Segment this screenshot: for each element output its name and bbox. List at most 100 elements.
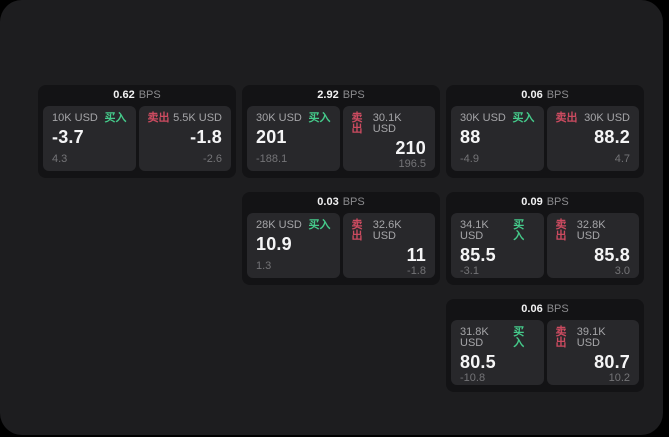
quote-card: 0.62 BPS 10K USD 买入 -3.7 4.3 卖出 5.5K USD…: [38, 85, 236, 178]
buy-delta-value: -3.1: [460, 265, 479, 277]
sell-size-label: 30K USD: [584, 112, 630, 124]
buy-delta-value: -10.8: [460, 372, 486, 384]
buy-tile-header: 34.1K USD 买入: [460, 220, 535, 242]
bps-unit-label: BPS: [546, 196, 569, 208]
buy-size-label: 34.1K USD: [460, 219, 489, 242]
bps-unit-label: BPS: [546, 303, 569, 315]
bps-unit-label: BPS: [342, 89, 365, 101]
sell-tile-header: 卖出 30K USD: [556, 113, 631, 124]
quote-card: 0.06 BPS 30K USD 买入 88 -4.9 卖出 30K USD 8…: [446, 85, 644, 178]
sell-quote-tile[interactable]: 卖出 5.5K USD -1.8 -2.6: [138, 106, 231, 171]
sell-quote-tile[interactable]: 卖出 30.1K USD 210 196.5: [342, 106, 435, 171]
sell-side-label: 卖出: [555, 219, 567, 242]
sell-side-label: 卖出: [351, 219, 363, 242]
buy-side-label: 买入: [308, 112, 331, 124]
buy-tile-header: 28K USD 买入: [256, 220, 331, 231]
sell-size-label: 32.8K USD: [576, 219, 606, 242]
buy-price-value: 201: [256, 127, 287, 147]
sell-price-value: 210: [395, 138, 426, 158]
sell-size-label: 32.6K USD: [372, 219, 402, 242]
spread-bps-value: 0.03: [317, 196, 339, 208]
quote-card: 0.09 BPS 34.1K USD 买入 85.5 -3.1 卖出 32.8K…: [446, 192, 644, 285]
sell-size-label: 5.5K USD: [173, 112, 222, 124]
buy-quote-tile[interactable]: 30K USD 买入 88 -4.9: [451, 106, 544, 171]
card-body: 30K USD 买入 201 -188.1 卖出 30.1K USD 210 1…: [242, 106, 440, 171]
sell-delta-value: -2.6: [203, 153, 222, 165]
buy-price-value: 10.9: [256, 234, 292, 254]
buy-price-value: 88: [460, 127, 481, 147]
card-body: 30K USD 买入 88 -4.9 卖出 30K USD 88.2 4.7: [446, 106, 644, 171]
bps-unit-label: BPS: [342, 196, 365, 208]
card-spread-header: 0.09 BPS: [446, 192, 644, 213]
sell-delta-value: -1.8: [407, 265, 426, 277]
sell-delta-value: 3.0: [614, 265, 630, 277]
sell-quote-tile[interactable]: 卖出 39.1K USD 80.7 10.2: [546, 320, 639, 385]
sell-size-label: 30.1K USD: [372, 112, 402, 135]
buy-delta-value: 1.3: [256, 260, 272, 272]
buy-size-label: 30K USD: [256, 112, 302, 124]
buy-side-label: 买入: [512, 112, 535, 124]
card-spread-header: 0.62 BPS: [38, 85, 236, 106]
buy-size-label: 10K USD: [52, 112, 98, 124]
card-spread-header: 2.92 BPS: [242, 85, 440, 106]
card-spread-header: 0.06 BPS: [446, 299, 644, 320]
buy-tile-header: 10K USD 买入: [52, 113, 127, 124]
buy-side-label: 买入: [513, 326, 525, 349]
sell-tile-header: 卖出 5.5K USD: [148, 113, 223, 124]
buy-delta-value: 4.3: [52, 153, 68, 165]
quote-card: 0.06 BPS 31.8K USD 买入 80.5 -10.8 卖出 39.1…: [446, 299, 644, 392]
card-body: 28K USD 买入 10.9 1.3 卖出 32.6K USD 11 -1.8: [242, 213, 440, 278]
sell-tile-header: 卖出 39.1K USD: [556, 327, 631, 349]
sell-price-value: -1.8: [190, 127, 222, 147]
buy-quote-tile[interactable]: 30K USD 买入 201 -188.1: [247, 106, 340, 171]
sell-price-value: 85.8: [594, 245, 630, 265]
sell-delta-value: 4.7: [614, 153, 630, 165]
spread-bps-value: 0.09: [521, 196, 543, 208]
card-spread-header: 0.06 BPS: [446, 85, 644, 106]
buy-tile-header: 31.8K USD 买入: [460, 327, 535, 349]
card-body: 31.8K USD 买入 80.5 -10.8 卖出 39.1K USD 80.…: [446, 320, 644, 385]
sell-price-value: 88.2: [594, 127, 630, 147]
buy-side-label: 买入: [308, 219, 331, 231]
buy-tile-header: 30K USD 买入: [256, 113, 331, 124]
buy-quote-tile[interactable]: 10K USD 买入 -3.7 4.3: [43, 106, 136, 171]
buy-quote-tile[interactable]: 31.8K USD 买入 80.5 -10.8: [451, 320, 544, 385]
buy-size-label: 30K USD: [460, 112, 506, 124]
buy-side-label: 买入: [104, 112, 127, 124]
buy-delta-value: -188.1: [256, 153, 288, 165]
sell-delta-value: 10.2: [608, 372, 630, 384]
card-spread-header: 0.03 BPS: [242, 192, 440, 213]
buy-size-label: 31.8K USD: [460, 326, 489, 349]
buy-quote-tile[interactable]: 28K USD 买入 10.9 1.3: [247, 213, 340, 278]
sell-side-label: 卖出: [351, 112, 363, 135]
buy-price-value: 85.5: [460, 245, 496, 265]
sell-tile-header: 卖出 32.6K USD: [352, 220, 427, 242]
buy-quote-tile[interactable]: 34.1K USD 买入 85.5 -3.1: [451, 213, 544, 278]
buy-side-label: 买入: [513, 219, 525, 242]
bps-unit-label: BPS: [138, 89, 161, 101]
spread-bps-value: 0.06: [521, 303, 543, 315]
buy-tile-header: 30K USD 买入: [460, 113, 535, 124]
sell-tile-header: 卖出 30.1K USD: [352, 113, 427, 135]
spread-bps-value: 0.62: [113, 89, 135, 101]
spread-bps-value: 2.92: [317, 89, 339, 101]
spread-bps-value: 0.06: [521, 89, 543, 101]
card-body: 10K USD 买入 -3.7 4.3 卖出 5.5K USD -1.8 -2.…: [38, 106, 236, 171]
sell-tile-header: 卖出 32.8K USD: [556, 220, 631, 242]
sell-quote-tile[interactable]: 卖出 32.6K USD 11 -1.8: [342, 213, 435, 278]
sell-size-label: 39.1K USD: [576, 326, 606, 349]
buy-size-label: 28K USD: [256, 219, 302, 231]
card-body: 34.1K USD 买入 85.5 -3.1 卖出 32.8K USD 85.8…: [446, 213, 644, 278]
sell-side-label: 卖出: [555, 112, 578, 124]
sell-side-label: 卖出: [555, 326, 567, 349]
sell-quote-tile[interactable]: 卖出 30K USD 88.2 4.7: [546, 106, 639, 171]
sell-side-label: 卖出: [147, 112, 170, 124]
sell-delta-value: 196.5: [398, 158, 426, 170]
buy-price-value: -3.7: [52, 127, 84, 147]
buy-delta-value: -4.9: [460, 153, 479, 165]
sell-quote-tile[interactable]: 卖出 32.8K USD 85.8 3.0: [546, 213, 639, 278]
sell-price-value: 80.7: [594, 352, 630, 372]
bps-unit-label: BPS: [546, 89, 569, 101]
quote-card: 0.03 BPS 28K USD 买入 10.9 1.3 卖出 32.6K US…: [242, 192, 440, 285]
